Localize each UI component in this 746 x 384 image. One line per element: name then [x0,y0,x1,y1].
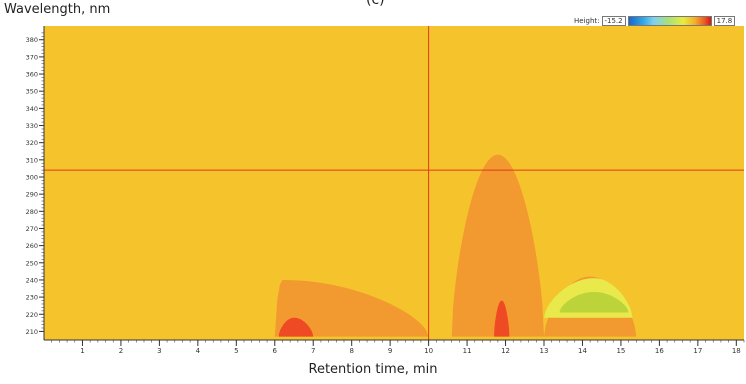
x-tick-label-15: 15 [616,347,625,355]
contour-region-1 [274,279,429,337]
y-tick-label-360: 360 [26,71,38,79]
x-tick-label-6: 6 [273,347,278,355]
figure-caption: (c) [366,0,385,8]
plot-background [44,26,744,340]
x-tick-label-7: 7 [311,347,315,355]
legend-max: 17.8 [713,16,736,26]
x-tick-label-8: 8 [349,347,353,355]
x-tick-label-1: 1 [80,347,84,355]
y-tick-label-270: 270 [26,225,38,233]
x-tick-label-11: 11 [463,347,472,355]
y-tick-label-210: 210 [26,328,38,336]
y-tick-label-340: 340 [26,105,38,113]
y-tick-label-320: 320 [26,139,38,147]
y-tick-label-280: 280 [26,208,38,216]
x-tick-label-4: 4 [196,347,201,355]
x-tick-label-5: 5 [234,347,238,355]
x-tick-label-12: 12 [501,347,510,355]
legend-min: -15.2 [601,16,626,26]
x-tick-label-9: 9 [388,347,392,355]
x-tick-label-13: 13 [540,347,549,355]
x-tick-label-16: 16 [655,347,664,355]
contour-region-3 [451,154,544,337]
y-tick-label-250: 250 [26,259,38,267]
y-tick-label-220: 220 [26,311,38,319]
y-tick-label-310: 310 [26,156,38,164]
x-axis-label: Retention time, min [308,362,438,377]
height-legend: Height: -15.2 17.8 [574,16,737,26]
x-tick-label-3: 3 [157,347,161,355]
y-tick-label-330: 330 [26,122,38,130]
y-tick-label-260: 260 [26,242,38,250]
y-tick-label-350: 350 [26,88,38,96]
y-tick-label-380: 380 [26,36,38,44]
contour-region-2 [278,317,314,337]
y-tick-label-290: 290 [26,191,38,199]
legend-label: Height: [574,17,600,25]
x-tick-label-14: 14 [578,347,587,355]
x-tick-label-10: 10 [424,347,433,355]
x-tick-label-17: 17 [693,347,702,355]
y-tick-label-370: 370 [26,53,38,61]
x-tick-label-2: 2 [119,347,123,355]
y-tick-label-300: 300 [26,173,38,181]
x-tick-label-18: 18 [732,347,741,355]
y-tick-label-230: 230 [26,294,38,302]
y-tick-label-240: 240 [26,276,38,284]
y-axis-label: Wavelength, nm [4,2,111,17]
legend-color-bar [627,16,712,26]
contour-region-7 [559,292,629,313]
contour-region-4 [494,300,510,337]
